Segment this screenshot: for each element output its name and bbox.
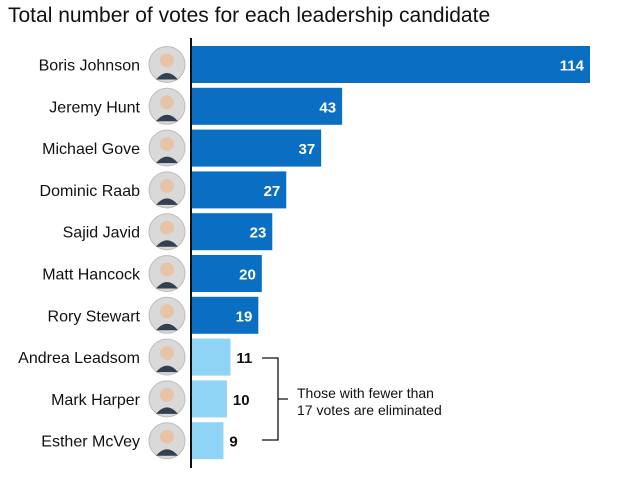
value-label-sajid-javid: 23 (250, 225, 267, 242)
avatars-group (148, 46, 186, 460)
category-label-matt-hancock: Matt Hancock (42, 267, 141, 284)
bar-jeremy-hunt (192, 87, 343, 125)
elimination-bracket (262, 357, 288, 441)
category-label-dominic-raab: Dominic Raab (40, 183, 141, 200)
bar-esther-mcvey (192, 422, 224, 460)
value-label-matt-hancock: 20 (239, 267, 256, 284)
elimination-note-line1: Those with fewer than (297, 385, 434, 401)
category-label-michael-gove: Michael Gove (42, 141, 140, 158)
chart-title: Total number of votes for each leadershi… (8, 4, 491, 27)
avatar-dominic-raab (148, 171, 186, 209)
category-label-sajid-javid: Sajid Javid (63, 225, 140, 242)
value-label-mark-harper: 10 (233, 392, 250, 409)
bar-boris-johnson (192, 46, 590, 83)
avatar-michael-gove (148, 129, 186, 167)
category-label-andrea-leadsom: Andrea Leadsom (18, 350, 140, 367)
bar-mark-harper (192, 380, 227, 418)
bar-dominic-raab (192, 171, 287, 209)
bar-michael-gove (192, 129, 322, 167)
value-label-michael-gove: 37 (298, 141, 315, 158)
avatar-andrea-leadsom (148, 338, 186, 376)
bar-rory-stewart (192, 296, 259, 334)
category-label-jeremy-hunt: Jeremy Hunt (49, 99, 140, 116)
avatar-rory-stewart (148, 296, 186, 334)
avatar-jeremy-hunt (148, 87, 186, 125)
value-label-rory-stewart: 19 (236, 308, 253, 325)
bar-sajid-javid (192, 213, 273, 251)
category-label-mark-harper: Mark Harper (51, 392, 141, 409)
value-label-boris-johnson: 114 (560, 58, 585, 75)
avatar-boris-johnson (148, 46, 186, 83)
labels-group: Boris Johnson 114 Jeremy Hunt 43 Michael Gov… (18, 58, 585, 451)
bar-andrea-leadsom (192, 338, 231, 376)
avatar-mark-harper (148, 380, 186, 418)
elimination-note-line2: 17 votes are eliminated (297, 402, 442, 418)
avatar-sajid-javid (148, 213, 186, 251)
bar-matt-hancock (192, 255, 262, 292)
category-label-boris-johnson: Boris Johnson (39, 58, 140, 75)
category-label-rory-stewart: Rory Stewart (48, 308, 141, 325)
avatar-matt-hancock (148, 255, 186, 292)
value-label-dominic-raab: 27 (264, 183, 281, 200)
value-label-andrea-leadsom: 11 (236, 350, 252, 367)
avatar-esther-mcvey (148, 422, 186, 460)
value-label-esther-mcvey: 9 (229, 434, 237, 451)
category-label-esther-mcvey: Esther McVey (41, 434, 140, 451)
value-label-jeremy-hunt: 43 (319, 99, 336, 116)
bars-group (192, 46, 590, 460)
